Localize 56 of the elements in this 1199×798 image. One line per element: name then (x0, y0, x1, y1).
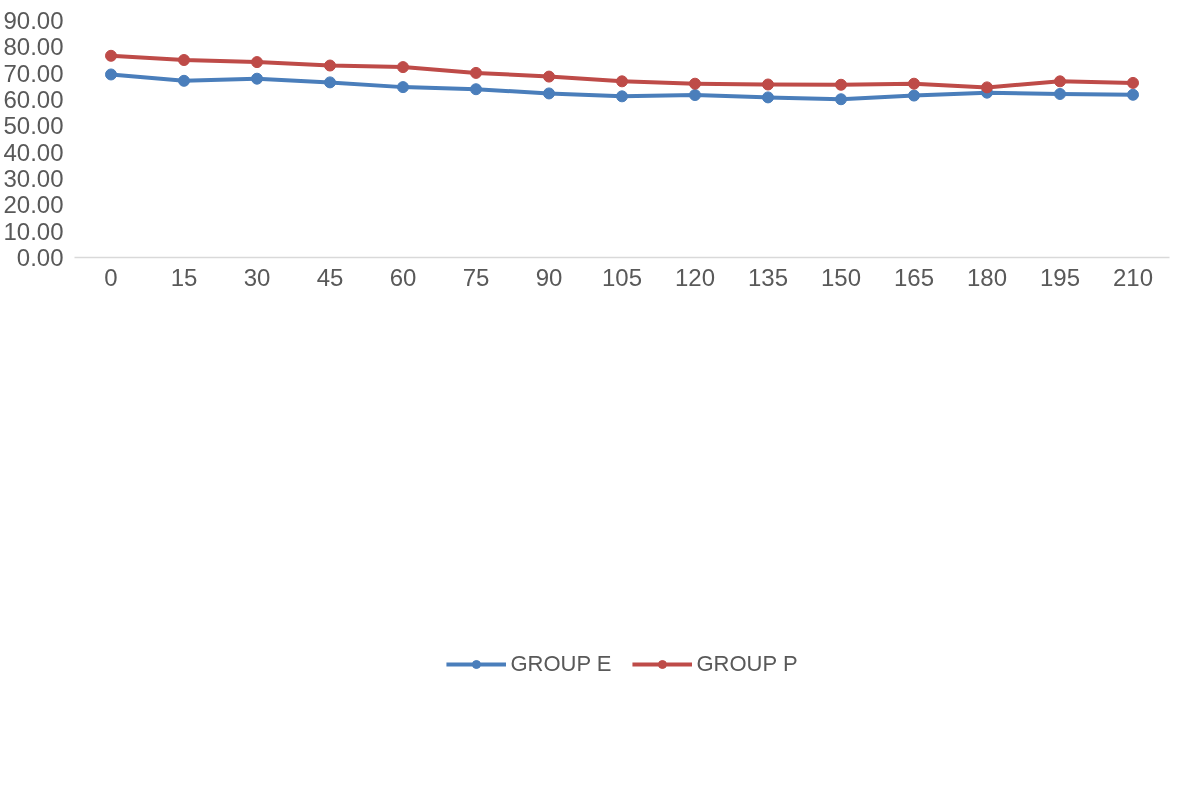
point (105, 49, 117, 62)
point (178, 54, 190, 66)
point (908, 77, 920, 90)
point (1127, 88, 1139, 101)
point (908, 89, 920, 102)
point (543, 87, 555, 100)
point (397, 61, 409, 74)
y-tick-label: 0.00 (16, 244, 64, 271)
point (543, 70, 555, 83)
x-tick-label: 195 (1039, 263, 1081, 291)
y-tick-label: 80.00 (3, 33, 64, 61)
y-tick-label: 20.00 (3, 191, 64, 219)
y-tick-label: 10.00 (3, 217, 64, 245)
y-tick-label: 50.00 (3, 112, 64, 140)
point (178, 74, 190, 87)
point (470, 83, 482, 96)
y-tick-label: 60.00 (3, 86, 64, 113)
point (1054, 87, 1066, 100)
point (470, 66, 482, 79)
x-tick-label: 165 (893, 263, 935, 291)
x-tick-label: 60 (389, 263, 417, 291)
point (1127, 76, 1139, 89)
x-tick-label: 210 (1112, 263, 1154, 291)
y-tick-label: 30.00 (3, 165, 64, 192)
point (835, 93, 847, 106)
point (762, 91, 774, 104)
x-tick-label: 75 (462, 263, 490, 291)
point (762, 78, 774, 91)
point (1054, 75, 1066, 88)
point (689, 77, 701, 90)
x-tick-label: 45 (316, 263, 344, 291)
point (324, 76, 336, 89)
point (835, 78, 847, 91)
y-tick-label: 70.00 (3, 59, 64, 87)
legend-label: GROUP P (696, 651, 798, 677)
legend-label: GROUP E (510, 651, 612, 677)
point (616, 90, 628, 103)
point (689, 89, 701, 102)
point (105, 68, 117, 81)
point (251, 72, 263, 85)
x-tick-label: 180 (966, 263, 1008, 291)
point (981, 81, 993, 94)
x-tick-label: 90 (535, 263, 563, 291)
x-tick-label: 30 (243, 263, 271, 291)
x-tick-label: 120 (674, 263, 716, 291)
x-tick-label: 105 (601, 263, 643, 291)
point (397, 81, 409, 94)
point (324, 59, 336, 72)
point (616, 75, 628, 88)
x-tick-label: 15 (170, 263, 198, 291)
y-tick-label: 40.00 (3, 138, 64, 166)
point (251, 56, 263, 69)
x-tick-label: 135 (747, 263, 789, 291)
x-tick-label: 0 (104, 263, 118, 291)
x-tick-label: 150 (820, 263, 862, 291)
y-tick-label: 90.00 (3, 7, 64, 34)
